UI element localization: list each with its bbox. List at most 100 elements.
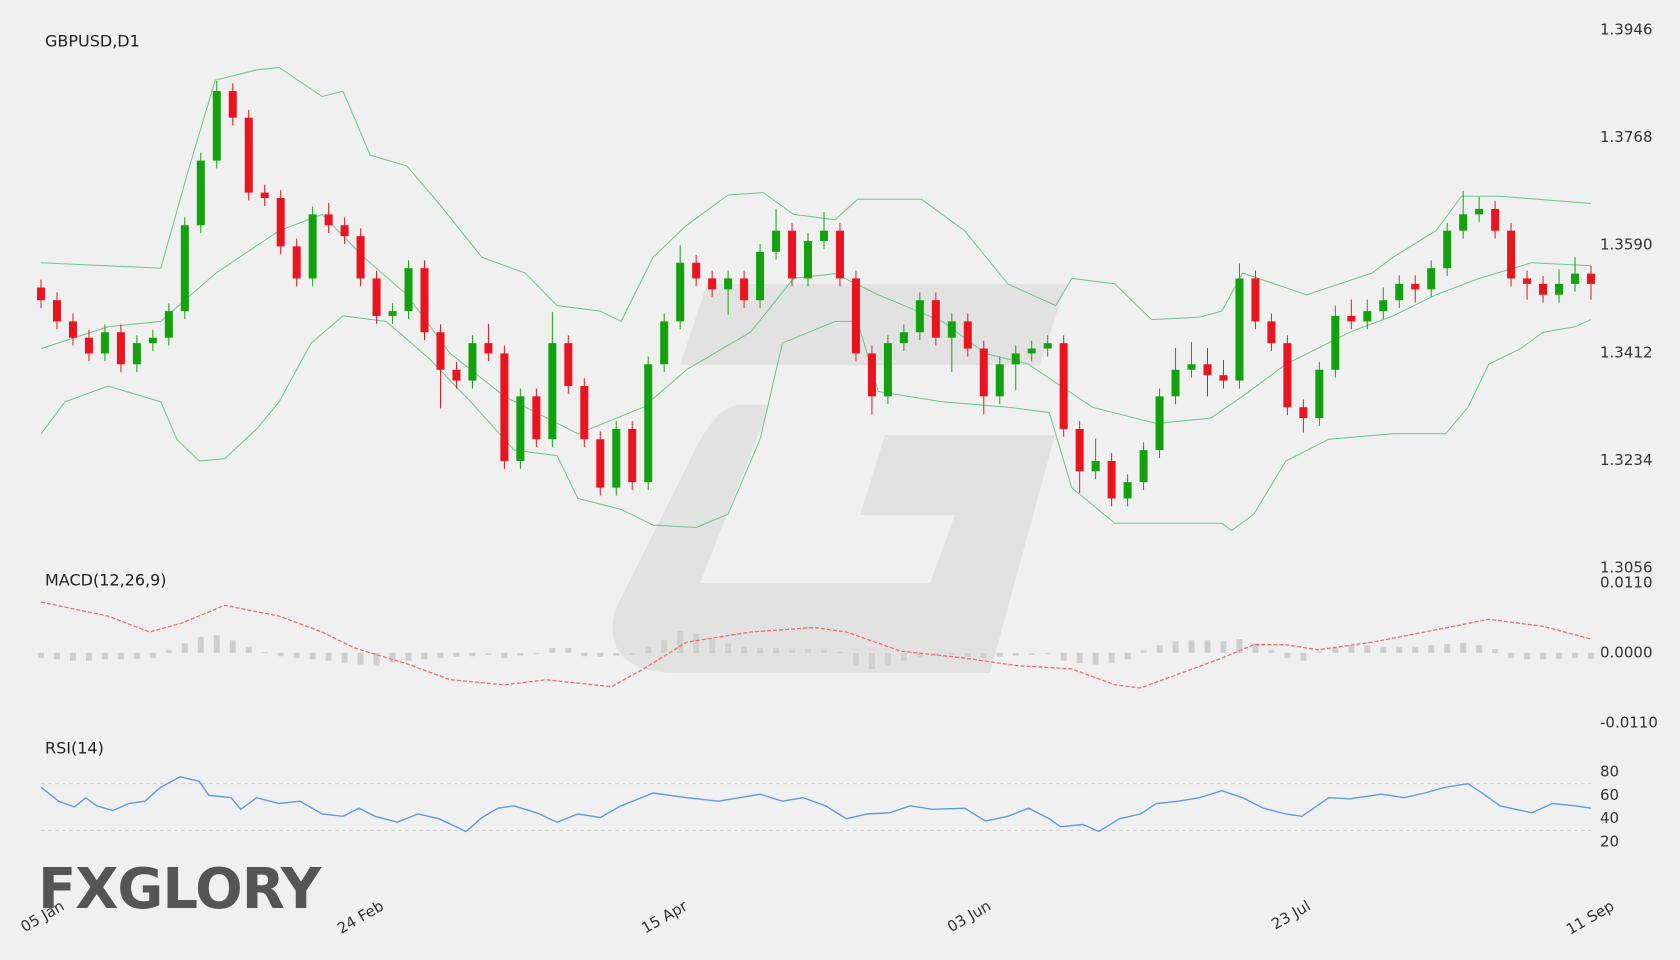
macd-histogram-bar [964,653,971,657]
macd-histogram-bar [1172,641,1179,653]
candle-body [628,428,637,483]
macd-histogram-bar [916,653,923,659]
macd-histogram-bar [661,640,668,653]
macd-histogram-bar [820,649,827,653]
macd-histogram-bar [485,653,492,655]
candle-body [867,353,876,397]
macd-histogram-bar [1124,653,1131,660]
rsi-title: RSI(14) [45,739,104,758]
macd-histogram-bar [469,653,476,657]
macd-histogram-bar [517,653,524,656]
macd-histogram-bar [38,653,44,659]
macd-histogram-bar [165,649,172,653]
candle-body [947,321,956,338]
candle-body [756,251,765,301]
macd-histogram-bar [1380,646,1387,653]
y-tick-label: 1.3056 [1600,559,1653,577]
candle-body [1459,214,1468,231]
macd-histogram-bar [1012,653,1019,656]
macd-histogram-bar [852,653,859,666]
candle-body [164,311,173,338]
candle-body [308,214,317,279]
candle-body [1123,482,1132,499]
candle-body [276,198,285,247]
candle-body [532,396,541,440]
macd-histogram-bar [325,653,332,661]
macd-histogram-bar [261,651,268,653]
macd-histogram-bar [197,637,204,653]
candle-body [644,364,653,483]
bollinger-band [40,66,1592,323]
macd-histogram-bar [1044,653,1051,655]
candle-body [52,300,61,322]
x-tick-label: 03 Jun [944,897,994,936]
candle-body [724,278,733,290]
macd-histogram-bar [789,649,796,653]
macd-histogram-bar [69,653,76,661]
macd-histogram-bar [836,651,843,653]
candle-body [37,287,45,301]
macd-histogram-bar [900,653,907,661]
watermark [612,284,1066,673]
candle-body [963,321,972,349]
macd-histogram-bar [1028,653,1035,655]
candle-body [548,343,557,440]
y-tick-label: 1.3412 [1600,343,1653,361]
candle-body [708,278,717,290]
candle-body [740,278,749,301]
y-tick-label: -0.0110 [1600,714,1658,732]
rsi-line [40,775,1592,833]
macd-histogram-bar [1236,639,1243,653]
candle-body [1091,461,1100,472]
macd-title: MACD(12,26,9) [45,571,167,590]
candle-body [468,343,477,381]
candle-body [692,262,701,279]
macd-histogram-bar [1316,651,1323,653]
macd-histogram-bar [357,653,364,665]
y-tick-label: 40 [1600,809,1619,827]
y-tick-label: 1.3946 [1600,21,1653,39]
candle-body [1155,396,1164,451]
macd-histogram-bar [693,633,700,653]
candle-body [995,364,1004,397]
candle-body [1315,369,1324,419]
candle-body [212,91,221,161]
macd-histogram-bar [1348,645,1355,653]
candle-body [260,192,269,199]
candle-body [1363,311,1372,322]
candle-body [1347,315,1356,322]
macd-histogram-bar [1188,640,1195,653]
candle-body [979,348,988,397]
macd-histogram-bar [1492,649,1499,653]
macd-histogram-bar [581,653,588,657]
macd-histogram-bar [213,635,220,653]
macd-histogram-bar [709,639,716,653]
candle-body [564,343,573,387]
candle-body [931,300,940,338]
x-tick-label: 24 Feb [334,897,387,938]
macd-histogram-bar [421,653,428,660]
candle-body [420,268,429,333]
candle-body [1539,283,1548,295]
candle-body [1379,300,1388,312]
candle-body [1571,273,1580,284]
macd-histogram-bar [980,653,987,659]
macd-histogram-bar [1252,643,1259,653]
brand-logo: FXGLORY [38,857,323,922]
macd-histogram-bar [549,647,556,653]
candle-body [340,225,349,237]
macd-histogram-bar [1268,649,1275,653]
candle-body [196,160,205,226]
candle-body [1251,278,1260,322]
macd-histogram-bar [1540,653,1547,660]
candle-body [484,343,493,354]
candle-body [292,246,301,279]
macd-histogram-bar [1140,650,1147,653]
macd-histogram-bar [245,646,252,653]
candle-body [500,353,509,462]
candle-body [660,321,669,365]
candle-body [1299,407,1308,419]
candle-body [372,278,381,316]
macd-histogram-bar [1460,642,1467,653]
